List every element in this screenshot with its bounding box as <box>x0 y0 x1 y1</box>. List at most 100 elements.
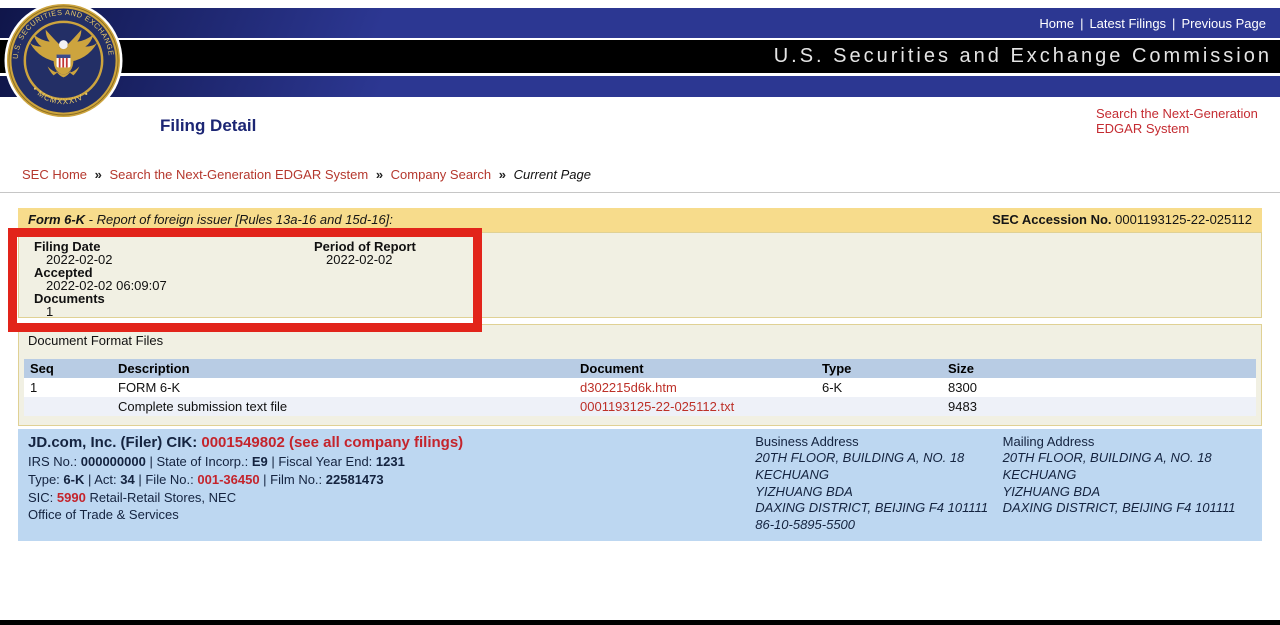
cell-description: FORM 6-K <box>118 380 181 395</box>
nav-latest-filings-link[interactable]: Latest Filings <box>1089 15 1167 31</box>
documents-label: Documents <box>34 291 105 306</box>
address-line: 20TH FLOOR, BUILDING A, NO. 18 <box>1002 450 1212 466</box>
breadcrumb-separator: » <box>94 167 102 182</box>
document-format-files-title: Document Format Files <box>28 333 164 348</box>
irs-value: 000000000 <box>80 453 146 469</box>
company-title-line: JD.com, Inc. (Filer) CIK: 0001549802 (se… <box>28 434 755 453</box>
company-type-line: Type: 6-K | Act: 34 | File No.: 001-3645… <box>28 472 755 489</box>
company-office-line: Office of Trade & Services <box>28 507 179 523</box>
breadcrumb-current-page: Current Page <box>513 167 591 182</box>
nav-separator: | <box>1172 15 1176 31</box>
pipe-separator: | <box>267 453 279 469</box>
film-no-value: 22581473 <box>325 471 384 487</box>
sec-seal-logo: U.S. SECURITIES AND EXCHANGE COMMISSION … <box>4 1 123 120</box>
accepted-value: 2022-02-02 06:09:07 <box>46 278 167 293</box>
page-title: Filing Detail <box>160 116 257 135</box>
site-header: Home | Latest Filings | Previous Page U.… <box>0 0 1280 120</box>
address-line: YIZHUANG BDA <box>1002 483 1101 499</box>
company-details: JD.com, Inc. (Filer) CIK: 0001549802 (se… <box>28 434 755 533</box>
fiscal-year-value: 1231 <box>375 453 405 469</box>
cell-seq: 1 <box>30 380 38 395</box>
header-title-bar: U.S. Securities and Exchange Commission <box>0 40 1280 73</box>
form-type-label: Form 6-K <box>28 212 86 227</box>
filing-meta-right-column: Period of Report 2022-02-02 <box>314 240 416 317</box>
company-filings-link[interactable]: 0001549802 (see all company filings) <box>201 434 464 451</box>
search-next-generation-edgar-link[interactable]: Search the Next-Generation EDGAR System <box>1096 106 1258 136</box>
cell-size: 9483 <box>948 399 977 414</box>
col-header-document: Document <box>574 359 816 378</box>
address-line: 20TH FLOOR, BUILDING A, NO. 18 <box>755 450 965 466</box>
company-sic-line: SIC: 5990 Retail-Retail Stores, NEC <box>28 490 755 507</box>
filing-meta-left-column: Filing Date 2022-02-02 Accepted 2022-02-… <box>34 240 292 319</box>
header-nav-bar: Home | Latest Filings | Previous Page <box>0 8 1280 38</box>
cell-type <box>816 397 942 416</box>
breadcrumb: SEC Home » Search the Next-Generation ED… <box>0 167 1280 193</box>
filing-metadata-box: Filing Date 2022-02-02 Accepted 2022-02-… <box>18 232 1262 318</box>
form-rule-text: - Report of foreign issuer [Rules 13a-16… <box>85 212 393 227</box>
breadcrumb-separator: » <box>498 167 506 182</box>
pipe-separator: | <box>145 453 157 469</box>
type-value: 6-K <box>63 471 85 487</box>
col-header-size: Size <box>942 359 1256 378</box>
address-line: DAXING DISTRICT, BEIJING F4 101111 <box>1002 500 1236 516</box>
table-row: 1 FORM 6-K d302215d6k.htm 6-K 8300 <box>24 378 1256 397</box>
breadcrumb-sec-home-link[interactable]: SEC Home <box>22 167 88 182</box>
film-no-label: Film No.: <box>270 471 326 487</box>
col-header-type: Type <box>816 359 942 378</box>
incorp-label: State of Incorp.: <box>156 453 252 469</box>
address-line: KECHUANG <box>1002 466 1077 482</box>
documents-table-header-row: Seq Description Document Type Size <box>24 359 1256 378</box>
breadcrumb-company-search-link[interactable]: Company Search <box>390 167 492 182</box>
nav-home-link[interactable]: Home <box>1039 15 1075 31</box>
col-header-description: Description <box>112 359 574 378</box>
header-bottom-bar <box>0 76 1280 97</box>
filing-date-value: 2022-02-02 <box>46 252 113 267</box>
breadcrumb-separator: » <box>375 167 384 182</box>
cell-description: Complete submission text file <box>118 399 288 414</box>
company-name-cik-label: JD.com, Inc. (Filer) CIK: <box>28 434 202 451</box>
business-address-title: Business Address <box>755 434 859 449</box>
business-address-block: Business Address 20TH FLOOR, BUILDING A,… <box>755 434 1002 533</box>
mailing-address-title: Mailing Address <box>1002 434 1095 449</box>
irs-label: IRS No.: <box>28 453 81 469</box>
incorp-value: E9 <box>251 453 268 469</box>
file-no-label: File No.: <box>145 471 198 487</box>
document-format-files-section: Document Format Files Seq Description Do… <box>18 324 1262 426</box>
company-irs-line: IRS No.: 000000000 | State of Incorp.: E… <box>28 454 755 471</box>
nav-previous-page-link[interactable]: Previous Page <box>1181 15 1266 31</box>
cell-seq <box>24 397 112 416</box>
accession-number: SEC Accession No. 0001193125-22-025112 <box>992 212 1252 227</box>
act-label: Act: <box>94 471 121 487</box>
documents-count-value: 1 <box>46 304 54 319</box>
sic-label: SIC: <box>28 489 57 505</box>
accession-value: 0001193125-22-025112 <box>1111 212 1252 227</box>
fiscal-year-label: Fiscal Year End: <box>278 453 376 469</box>
form-description: Form 6-K - Report of foreign issuer [Rul… <box>28 212 393 227</box>
company-info-section: JD.com, Inc. (Filer) CIK: 0001549802 (se… <box>18 429 1262 542</box>
table-row: Complete submission text file 0001193125… <box>24 397 1256 416</box>
pipe-separator: | <box>259 471 271 487</box>
type-label: Type: <box>28 471 64 487</box>
document-link-htm[interactable]: d302215d6k.htm <box>580 380 677 395</box>
documents-table: Seq Description Document Type Size 1 FOR… <box>24 359 1256 416</box>
sic-code-link[interactable]: 5990 <box>56 489 86 505</box>
address-line: DAXING DISTRICT, BEIJING F4 101111 <box>755 500 989 516</box>
sic-description: Retail-Retail Stores, NEC <box>85 489 237 505</box>
cell-type: 6-K <box>822 380 843 395</box>
mailing-address-block: Mailing Address 20TH FLOOR, BUILDING A, … <box>1003 434 1250 533</box>
nav-separator: | <box>1080 15 1084 31</box>
accession-label: SEC Accession No. <box>992 212 1112 227</box>
document-link-txt[interactable]: 0001193125-22-025112.txt <box>580 399 735 414</box>
col-header-seq: Seq <box>24 359 112 378</box>
seal-eagle-icon <box>29 29 98 78</box>
breadcrumb-search-edgar-link[interactable]: Search the Next-Generation EDGAR System <box>109 167 369 182</box>
cell-size: 8300 <box>948 380 977 395</box>
file-no-link[interactable]: 001-36450 <box>197 471 260 487</box>
pipe-separator: | <box>134 471 146 487</box>
main-content: Form 6-K - Report of foreign issuer [Rul… <box>18 208 1262 542</box>
period-of-report-value: 2022-02-02 <box>326 252 393 267</box>
act-value: 34 <box>120 471 135 487</box>
pipe-separator: | <box>84 471 95 487</box>
mailing-address-lines: 20TH FLOOR, BUILDING A, NO. 18 KECHUANG … <box>1003 450 1250 517</box>
